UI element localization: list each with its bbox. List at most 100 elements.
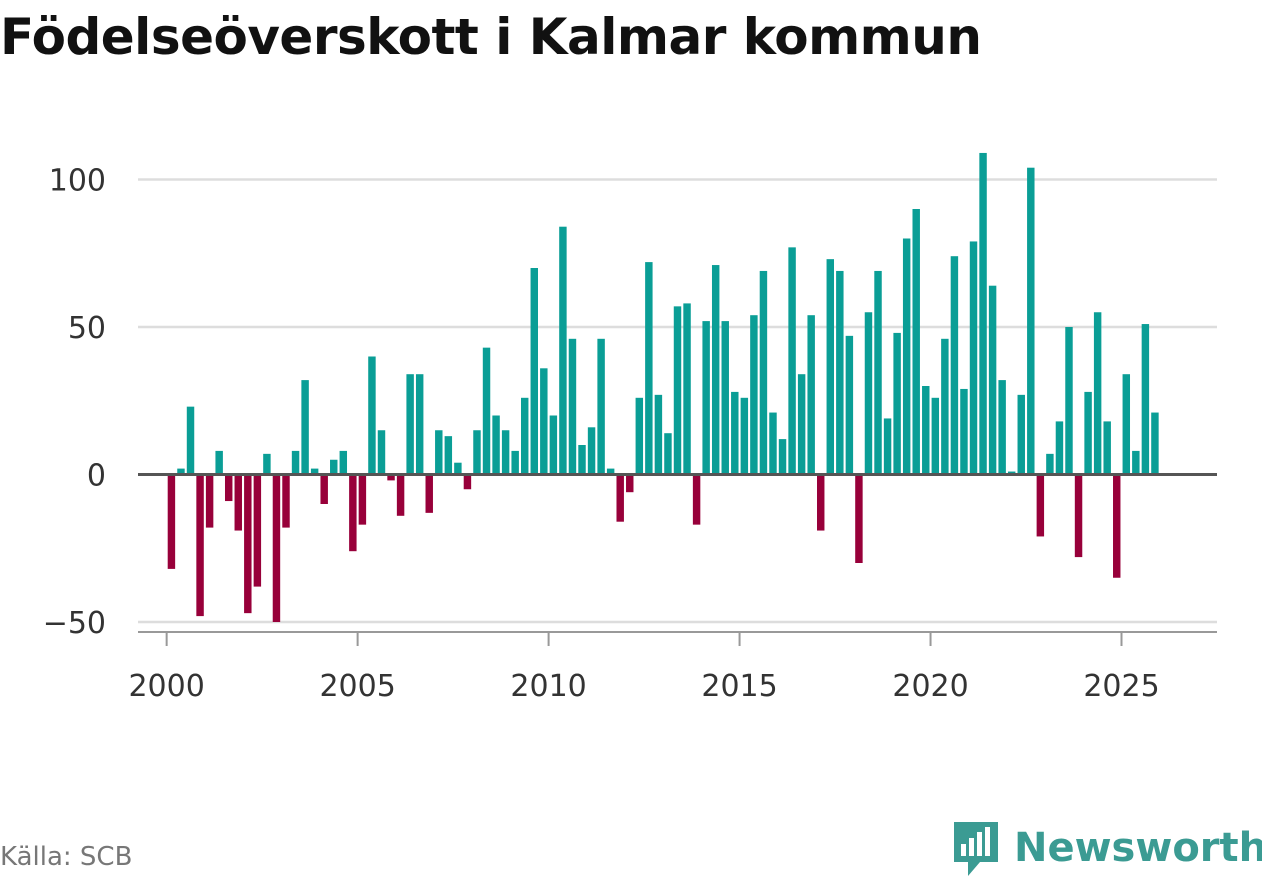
bar: [177, 468, 185, 475]
bar: [215, 450, 223, 475]
bar: [482, 347, 491, 475]
y-axis: −50 0 50 100: [43, 164, 106, 642]
source-note: Källa: SCB: [0, 842, 133, 872]
bar: [1122, 374, 1131, 475]
bar: [587, 427, 596, 475]
bar: [960, 388, 968, 475]
bars: [167, 152, 1159, 622]
bar: [1141, 324, 1150, 475]
bar: [845, 335, 854, 475]
bar: [606, 468, 615, 475]
bar: [950, 256, 959, 475]
bar: [549, 415, 558, 475]
bar: [406, 374, 414, 475]
y-tick-label: −50: [43, 606, 106, 641]
bar: [1103, 421, 1111, 475]
bar: [941, 338, 949, 475]
bar: [1113, 474, 1121, 578]
bar: [721, 321, 729, 475]
bar: [692, 474, 701, 525]
x-tick-label: 2025: [1083, 669, 1159, 704]
bar: [435, 430, 443, 475]
bar: [1084, 391, 1092, 475]
y-tick-label: 0: [87, 459, 106, 494]
bar: [855, 474, 863, 563]
bar: [998, 380, 1006, 475]
x-tick-label: 2005: [319, 669, 395, 704]
bar: [645, 262, 653, 475]
x-tick-label: 2010: [510, 669, 586, 704]
bar: [778, 439, 787, 475]
bar: [568, 338, 577, 475]
bar: [797, 374, 806, 475]
x-tick-label: 2015: [701, 669, 777, 704]
bar: [711, 265, 720, 475]
bar: [330, 459, 338, 475]
bar: [339, 450, 348, 475]
bar: [167, 474, 176, 569]
bar: [186, 406, 195, 475]
bar: [1074, 474, 1083, 558]
bar: [788, 247, 796, 475]
bar: [664, 433, 672, 475]
bar: [377, 430, 386, 475]
bar: [396, 474, 405, 516]
bar: [1046, 453, 1054, 475]
bar: [807, 315, 815, 475]
bar: [234, 474, 242, 531]
bar: [817, 474, 825, 531]
bar: [673, 306, 682, 475]
bar: [253, 474, 262, 587]
y-tick-label: 100: [49, 164, 106, 199]
bar: [597, 338, 605, 475]
bar: [224, 474, 233, 502]
brand-name: Newsworthy: [1014, 825, 1262, 871]
bar: [836, 270, 844, 475]
bar: [912, 209, 920, 475]
bar: [883, 418, 892, 475]
bar: [520, 397, 529, 475]
bar: [320, 474, 328, 504]
bar: [559, 226, 567, 475]
bar: [244, 474, 252, 614]
brand-logo: Newsworthy: [950, 818, 1262, 878]
bar: [1065, 327, 1073, 475]
bar: [473, 430, 481, 475]
bar: [759, 270, 768, 475]
bar: [826, 259, 835, 475]
bar: [454, 462, 462, 475]
bar: [969, 241, 978, 475]
bar: [864, 312, 873, 475]
bar: [444, 436, 453, 475]
bar: [931, 397, 940, 475]
x-tick-label: 2020: [892, 669, 968, 704]
bar: [1093, 312, 1102, 475]
bar: [291, 450, 300, 475]
bar: [282, 474, 290, 528]
bar: [196, 474, 204, 617]
bar: [349, 474, 357, 552]
bar: [740, 397, 749, 475]
bar: [492, 415, 500, 475]
x-tick-label: 2000: [128, 669, 204, 704]
bar: [368, 356, 376, 475]
bar: [540, 368, 548, 475]
bar: [272, 474, 281, 622]
bar: [530, 268, 538, 475]
bar: [511, 450, 519, 475]
bar: [683, 303, 691, 475]
bar: [301, 380, 309, 475]
bar: [769, 412, 777, 475]
bar: [1055, 421, 1064, 475]
bar: [1027, 167, 1035, 475]
bar: [626, 474, 634, 493]
bar: [654, 394, 663, 475]
bar: [387, 474, 395, 481]
chart-title: Födelseöverskott i Kalmar kommun: [0, 8, 982, 66]
bar: [922, 386, 930, 475]
bar: [1017, 394, 1025, 475]
bar: [1132, 450, 1140, 475]
bar: [616, 474, 624, 522]
bar: [463, 474, 472, 490]
